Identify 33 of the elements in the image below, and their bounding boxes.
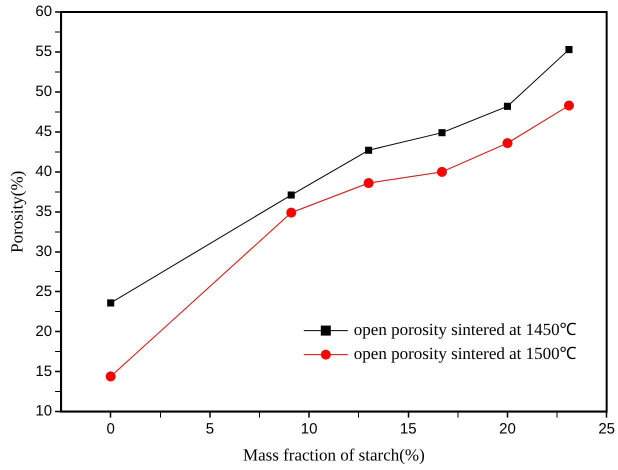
point [504,102,511,110]
y-tick-label: 45 [35,123,52,140]
y-tick-label: 30 [35,242,52,260]
point [107,299,114,306]
y-tick-label: 60 [35,3,52,20]
legend-label: open porosity sintered at 1450℃ [354,320,577,340]
x-tick-label: 20 [499,420,516,438]
y-tick-label: 15 [35,362,52,380]
point [565,46,572,54]
y-tick-label: 55 [35,43,52,60]
point [564,100,574,111]
y-tick-label: 40 [35,162,52,180]
y-tick-label: 25 [35,282,52,300]
x-tick-label: 5 [206,420,214,438]
point [286,208,296,218]
y-tick-label: 35 [35,202,52,220]
legend-label: open porosity sintered at 1500℃ [354,344,577,364]
y-tick-label: 10 [35,402,52,420]
y-tick-label: 50 [35,83,52,100]
y-tick-label: 20 [35,322,52,340]
point [364,178,374,188]
x-tick-label: 10 [300,420,318,438]
point [436,166,447,177]
x-tick-label: 0 [106,420,115,438]
x-tick-label: 25 [598,420,615,438]
point [106,371,116,382]
point [288,191,295,199]
y-axis-title: Porosity(%) [8,170,27,253]
point [438,129,446,136]
x-axis-title: Mass fraction of starch(%) [242,445,425,464]
point [502,138,512,148]
x-tick-label: 15 [400,420,417,438]
point [365,146,372,154]
